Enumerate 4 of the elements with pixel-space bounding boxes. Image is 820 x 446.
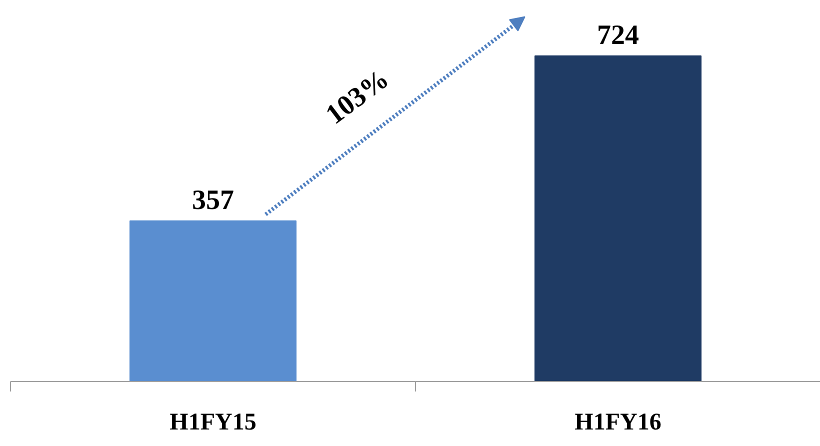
x-tick-label: H1FY16 [574, 410, 662, 436]
x-tick-label: H1FY15 [170, 410, 256, 436]
data-label: 724 [597, 20, 639, 51]
data-label: 357 [192, 184, 234, 216]
